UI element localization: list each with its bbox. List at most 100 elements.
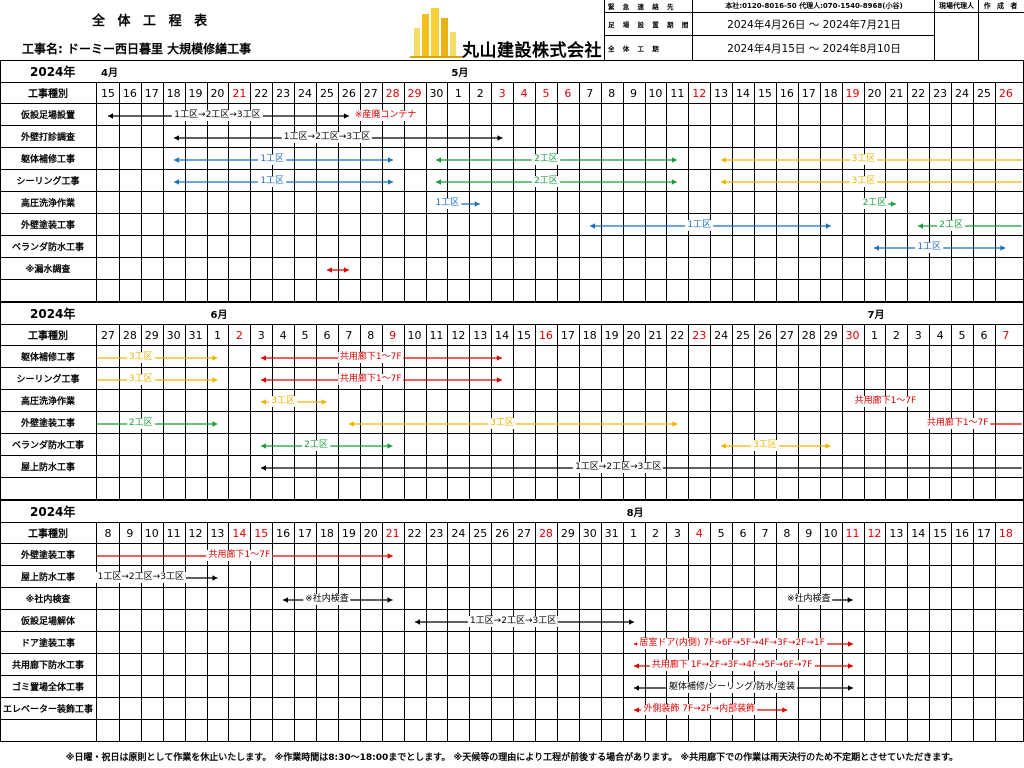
day-cell: 23 xyxy=(429,526,444,540)
grid-line xyxy=(0,500,1024,501)
grid-line xyxy=(622,82,624,301)
day-cell: 27 xyxy=(779,328,794,342)
day-cell: 1 xyxy=(454,86,462,100)
grid-line xyxy=(184,82,186,301)
day-cell: 8 xyxy=(104,526,112,540)
grid-line xyxy=(0,257,1024,258)
bar-label: 1工区 xyxy=(915,242,944,253)
bar-label: 2工区 xyxy=(532,154,560,165)
day-cell: 25 xyxy=(319,86,334,100)
grid-line xyxy=(294,324,296,499)
day-cell: 5 xyxy=(958,328,966,342)
grid-line xyxy=(403,522,405,741)
day-cell: 28 xyxy=(801,328,816,342)
day-cell: 5 xyxy=(542,86,550,100)
building-logo-icon xyxy=(410,8,462,58)
grid-line xyxy=(359,522,361,741)
day-cell: 22 xyxy=(911,86,926,100)
day-cell: 29 xyxy=(144,328,159,342)
day-cell: 19 xyxy=(845,86,860,100)
day-cell: 8 xyxy=(608,86,616,100)
day-cell: 18 xyxy=(998,526,1013,540)
day-cell: 9 xyxy=(389,328,397,342)
grid-line xyxy=(0,631,1024,632)
grid-line xyxy=(425,522,427,741)
bar-label: 1工区 xyxy=(258,154,287,165)
day-cell: 9 xyxy=(126,526,134,540)
grid-line xyxy=(206,82,208,301)
grid-line xyxy=(907,82,909,301)
trade-label: ベランダ防水工事 xyxy=(11,440,84,451)
grid-line xyxy=(666,324,668,499)
grid-line xyxy=(162,82,164,301)
day-cell: 13 xyxy=(889,526,904,540)
grid-line xyxy=(600,324,602,499)
day-cell: 1 xyxy=(213,328,221,342)
grid-line xyxy=(0,60,1,301)
grid-line xyxy=(272,522,274,741)
day-cell: 25 xyxy=(736,328,751,342)
emergency-contact-label: 緊 急 連 絡 先 xyxy=(605,0,693,12)
bar-label: 3工区 xyxy=(269,396,298,407)
day-cell: 2 xyxy=(892,328,900,342)
trade-label: 外壁塗装工事 xyxy=(20,220,75,231)
grid-line xyxy=(0,235,1024,236)
grid-line xyxy=(973,522,974,741)
grid-line xyxy=(0,82,1024,83)
day-cell: 12 xyxy=(692,86,707,100)
site-agent-label: 現場代理人 xyxy=(935,0,978,13)
grid-line xyxy=(337,82,339,301)
grid-line xyxy=(841,324,843,499)
day-cell: 13 xyxy=(473,328,488,342)
grid-line xyxy=(359,324,361,499)
grid-line xyxy=(184,324,186,499)
day-cell: 2 xyxy=(651,526,659,540)
year-label: 2024年 xyxy=(30,65,76,79)
grid-line xyxy=(381,82,383,301)
grid-line xyxy=(973,324,974,499)
day-cell: 15 xyxy=(254,526,269,540)
grid-line xyxy=(316,522,317,741)
grid-line xyxy=(0,345,1024,346)
grid-line xyxy=(162,522,164,741)
day-cell: 16 xyxy=(955,526,970,540)
day-cell: 29 xyxy=(407,86,422,100)
grid-line xyxy=(294,522,296,741)
bar-label: 2工区 xyxy=(532,176,560,187)
bar-label: 2工区 xyxy=(126,418,155,429)
grid-line xyxy=(447,522,449,741)
grid-line xyxy=(447,82,449,301)
bar-label: 居室ドア(内側) 7F→6F→5F→4F→3F→2F→1F xyxy=(637,638,827,649)
grid-line xyxy=(885,82,887,301)
day-cell: 6 xyxy=(564,86,572,100)
grid-line xyxy=(469,82,471,301)
grid-line xyxy=(118,82,120,301)
grid-line xyxy=(0,389,1024,390)
day-cell: 11 xyxy=(166,526,181,540)
grid-line xyxy=(863,324,865,499)
bar-label: 2工区 xyxy=(302,440,330,451)
grid-line xyxy=(228,324,230,499)
grid-line xyxy=(994,522,996,741)
grid-line xyxy=(491,522,493,741)
grid-line xyxy=(0,169,1024,170)
day-cell: 26 xyxy=(998,86,1013,100)
grid-line xyxy=(0,191,1024,192)
day-cell: 20 xyxy=(626,328,641,342)
grid-line xyxy=(688,522,690,741)
grid-line xyxy=(228,522,230,741)
day-cell: 17 xyxy=(560,328,575,342)
bar-label: 1工区→2工区→3工区 xyxy=(467,616,559,627)
grid-line xyxy=(118,324,120,499)
grid-line xyxy=(513,324,515,499)
schedule-bar xyxy=(918,223,1022,229)
day-cell: 2 xyxy=(235,328,243,342)
bar-label: 共用廊下1～7F xyxy=(337,352,404,363)
day-cell: 1 xyxy=(870,328,878,342)
bar-label: ※社内検査 xyxy=(303,594,351,605)
day-cell: 15 xyxy=(517,328,532,342)
day-cell: 15 xyxy=(933,526,948,540)
grid-line xyxy=(600,82,602,301)
day-cell: 20 xyxy=(210,86,225,100)
bar-label: 3工区 xyxy=(126,352,155,363)
